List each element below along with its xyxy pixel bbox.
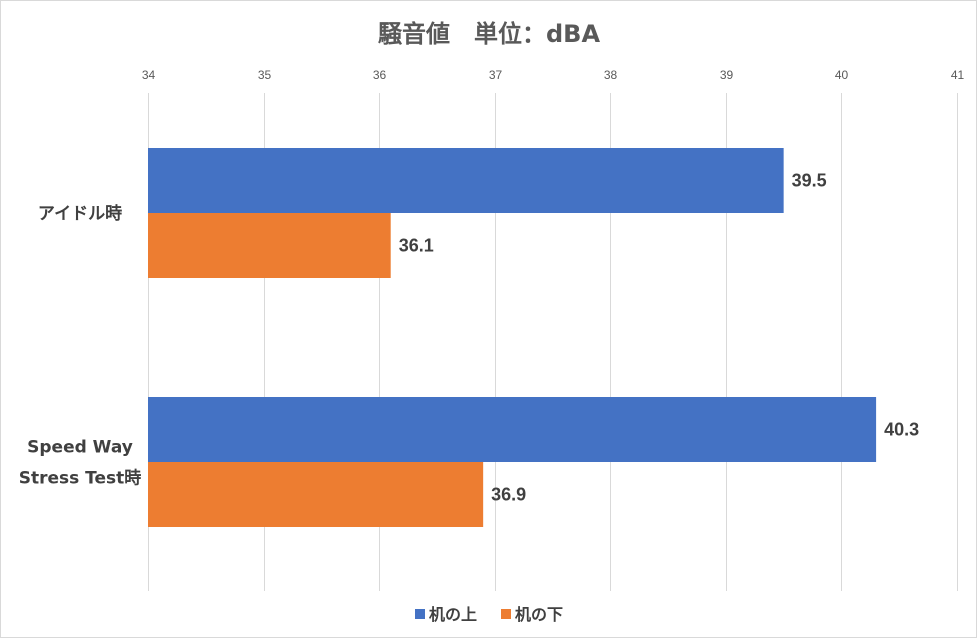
data-label: 39.5 <box>792 171 827 191</box>
data-label: 36.1 <box>399 236 434 256</box>
x-tick-label: 39 <box>720 68 734 82</box>
bars <box>148 148 877 527</box>
bar <box>148 213 391 278</box>
data-labels: 39.5 36.1 40.3 36.9 <box>399 171 919 505</box>
x-tick-label: 40 <box>835 68 849 82</box>
category-label: Stress Test時 <box>19 468 142 489</box>
x-tick-label: 35 <box>258 68 272 82</box>
legend-swatch <box>415 609 425 619</box>
legend: 机の上 机の下 <box>415 605 563 624</box>
x-tick-label: 34 <box>142 68 156 82</box>
bar <box>148 148 784 213</box>
data-label: 40.3 <box>884 420 919 440</box>
x-axis-ticks: 34 35 36 37 38 39 40 41 <box>142 68 965 82</box>
bar <box>148 397 877 462</box>
chart-title: 騒音値 単位：dBA <box>378 20 600 48</box>
data-label: 36.9 <box>491 485 526 505</box>
x-tick-label: 36 <box>373 68 387 82</box>
x-tick-label: 41 <box>951 68 965 82</box>
legend-label: 机の上 <box>429 605 477 624</box>
x-tick-label: 38 <box>604 68 618 82</box>
x-tick-label: 37 <box>489 68 503 82</box>
category-label: アイドル時 <box>38 203 122 224</box>
legend-swatch <box>501 609 511 619</box>
category-labels: アイドル時 Speed Way Stress Test時 <box>19 203 142 489</box>
category-label: Speed Way <box>27 438 133 458</box>
bar <box>148 462 484 527</box>
legend-label: 机の下 <box>515 605 563 624</box>
